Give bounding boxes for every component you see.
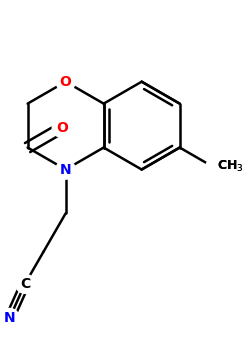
- Circle shape: [56, 72, 75, 91]
- Text: C: C: [20, 277, 30, 291]
- Text: O: O: [56, 121, 68, 135]
- Text: N: N: [4, 311, 16, 325]
- Text: CH$_3$: CH$_3$: [217, 159, 244, 174]
- Text: CH$_3$: CH$_3$: [217, 159, 244, 174]
- Circle shape: [56, 160, 75, 179]
- Circle shape: [206, 159, 221, 174]
- Text: O: O: [60, 75, 72, 89]
- Text: N: N: [60, 162, 72, 176]
- Circle shape: [16, 274, 34, 293]
- Circle shape: [52, 118, 72, 138]
- Circle shape: [0, 308, 19, 328]
